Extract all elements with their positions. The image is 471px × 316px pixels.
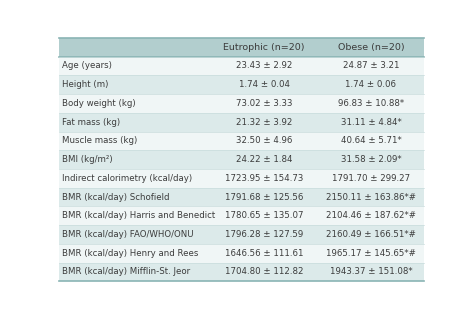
Text: BMR (kcal/day) Schofield: BMR (kcal/day) Schofield xyxy=(62,192,169,202)
Bar xyxy=(59,263,211,281)
Bar xyxy=(59,244,211,263)
Text: 1646.56 ± 111.61: 1646.56 ± 111.61 xyxy=(225,249,303,258)
Text: Fat mass (kg): Fat mass (kg) xyxy=(62,118,120,127)
Bar xyxy=(211,169,318,188)
Bar xyxy=(211,206,318,225)
Text: 1943.37 ± 151.08*: 1943.37 ± 151.08* xyxy=(330,267,412,276)
Bar xyxy=(211,113,318,131)
Text: 1704.80 ± 112.82: 1704.80 ± 112.82 xyxy=(225,267,303,276)
Bar xyxy=(211,94,318,113)
Bar xyxy=(211,244,318,263)
Text: 1965.17 ± 145.65*#: 1965.17 ± 145.65*# xyxy=(326,249,416,258)
Bar xyxy=(318,113,424,131)
Bar xyxy=(59,94,211,113)
Bar xyxy=(211,38,318,57)
Text: Obese (n=20): Obese (n=20) xyxy=(338,43,404,52)
Text: BMR (kcal/day) Mifflin-St. Jeor: BMR (kcal/day) Mifflin-St. Jeor xyxy=(62,267,190,276)
Bar xyxy=(59,206,211,225)
Text: 96.83 ± 10.88*: 96.83 ± 10.88* xyxy=(338,99,404,108)
Text: Muscle mass (kg): Muscle mass (kg) xyxy=(62,137,137,145)
Text: 32.50 ± 4.96: 32.50 ± 4.96 xyxy=(236,137,292,145)
Text: BMI (kg/m²): BMI (kg/m²) xyxy=(62,155,113,164)
Text: 1796.28 ± 127.59: 1796.28 ± 127.59 xyxy=(225,230,303,239)
Text: 31.11 ± 4.84*: 31.11 ± 4.84* xyxy=(341,118,401,127)
Bar xyxy=(318,244,424,263)
Bar xyxy=(59,38,211,57)
Bar xyxy=(318,131,424,150)
Bar xyxy=(211,263,318,281)
Bar xyxy=(59,169,211,188)
Bar xyxy=(59,225,211,244)
Text: BMR (kcal/day) Henry and Rees: BMR (kcal/day) Henry and Rees xyxy=(62,249,198,258)
Bar xyxy=(318,225,424,244)
Text: 1780.65 ± 135.07: 1780.65 ± 135.07 xyxy=(225,211,303,220)
Bar xyxy=(211,188,318,206)
Bar xyxy=(318,206,424,225)
Bar xyxy=(59,75,211,94)
Text: 1791.70 ± 299.27: 1791.70 ± 299.27 xyxy=(332,174,410,183)
Bar xyxy=(59,150,211,169)
Bar xyxy=(318,38,424,57)
Bar xyxy=(59,57,211,75)
Bar xyxy=(211,57,318,75)
Text: 2104.46 ± 187.62*#: 2104.46 ± 187.62*# xyxy=(326,211,416,220)
Text: Height (m): Height (m) xyxy=(62,80,108,89)
Text: 40.64 ± 5.71*: 40.64 ± 5.71* xyxy=(341,137,401,145)
Text: BMR (kcal/day) FAO/WHO/ONU: BMR (kcal/day) FAO/WHO/ONU xyxy=(62,230,194,239)
Bar xyxy=(318,169,424,188)
Text: 1723.95 ± 154.73: 1723.95 ± 154.73 xyxy=(225,174,303,183)
Text: 24.87 ± 3.21: 24.87 ± 3.21 xyxy=(343,62,399,70)
Text: 73.02 ± 3.33: 73.02 ± 3.33 xyxy=(236,99,292,108)
Text: BMR (kcal/day) Harris and Benedict: BMR (kcal/day) Harris and Benedict xyxy=(62,211,215,220)
Text: 21.32 ± 3.92: 21.32 ± 3.92 xyxy=(236,118,292,127)
Text: Indirect calorimetry (kcal/day): Indirect calorimetry (kcal/day) xyxy=(62,174,192,183)
Bar xyxy=(211,131,318,150)
Bar xyxy=(211,75,318,94)
Bar xyxy=(59,113,211,131)
Bar xyxy=(59,131,211,150)
Text: Eutrophic (n=20): Eutrophic (n=20) xyxy=(223,43,305,52)
Text: 1791.68 ± 125.56: 1791.68 ± 125.56 xyxy=(225,192,303,202)
Bar xyxy=(318,57,424,75)
Text: 2160.49 ± 166.51*#: 2160.49 ± 166.51*# xyxy=(326,230,416,239)
Text: 2150.11 ± 163.86*#: 2150.11 ± 163.86*# xyxy=(326,192,416,202)
Bar xyxy=(318,188,424,206)
Text: 1.74 ± 0.04: 1.74 ± 0.04 xyxy=(239,80,290,89)
Bar xyxy=(318,94,424,113)
Bar xyxy=(318,150,424,169)
Text: 24.22 ± 1.84: 24.22 ± 1.84 xyxy=(236,155,292,164)
Bar xyxy=(318,75,424,94)
Text: Body weight (kg): Body weight (kg) xyxy=(62,99,136,108)
Bar xyxy=(211,225,318,244)
Text: 23.43 ± 2.92: 23.43 ± 2.92 xyxy=(236,62,292,70)
Bar xyxy=(318,263,424,281)
Bar xyxy=(59,188,211,206)
Text: Age (years): Age (years) xyxy=(62,62,112,70)
Text: 1.74 ± 0.06: 1.74 ± 0.06 xyxy=(345,80,397,89)
Text: 31.58 ± 2.09*: 31.58 ± 2.09* xyxy=(341,155,401,164)
Bar xyxy=(211,150,318,169)
